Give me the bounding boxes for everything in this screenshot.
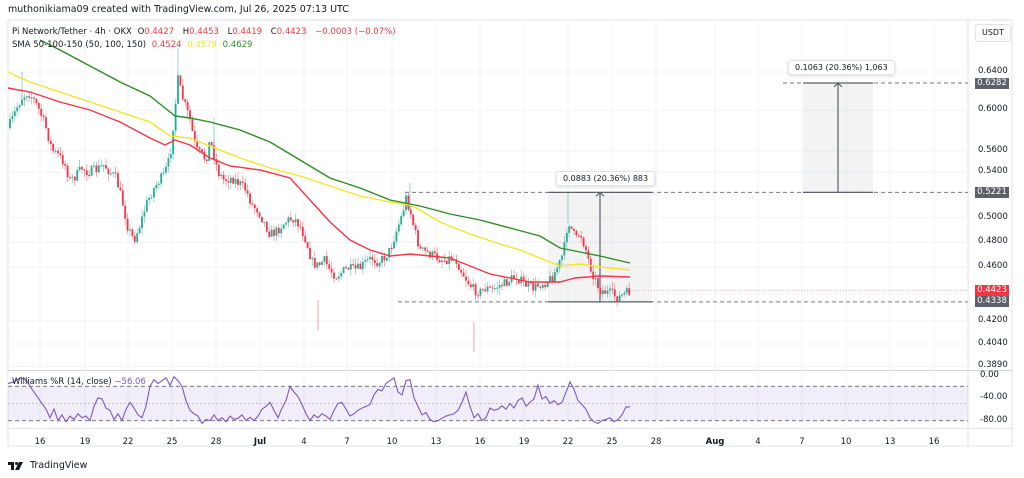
- price-tick-label: 0.5600: [978, 144, 1008, 155]
- measure-price-tag: 0.4338: [975, 296, 1009, 308]
- symbol-title: Pi Network/Tether · 4h · OKX: [12, 27, 132, 37]
- time-tick-label: 25: [606, 437, 618, 447]
- price-change: −0.0003 (−0.07%): [315, 27, 396, 37]
- price-tick-label: 0.4040: [978, 337, 1008, 348]
- time-tick-label: 22: [122, 437, 134, 447]
- tradingview-brand: TradingView: [30, 460, 88, 471]
- time-tick-label: 7: [344, 437, 350, 447]
- time-tick-label: 16: [474, 437, 486, 447]
- time-tick-label: 10: [386, 437, 398, 447]
- sma100-value: 0.4579: [187, 40, 217, 50]
- time-tick-label: 16: [34, 437, 46, 447]
- williams-r-legend[interactable]: Williams %R (14, close) −56.06: [12, 377, 146, 387]
- tradingview-logo[interactable]: TradingView: [8, 460, 87, 471]
- time-tick-label: 19: [518, 437, 530, 447]
- price-tick-label: 0.5000: [978, 211, 1008, 222]
- price-tick-label: 0.5400: [978, 166, 1008, 177]
- price-tick-label: 0.3890: [978, 360, 1008, 371]
- price-tick-label: 0.6400: [978, 66, 1008, 76]
- open-value: 0.4427: [144, 27, 175, 37]
- chart-credit: muthonikiama09 created with TradingView.…: [8, 4, 349, 15]
- price-tick-label: 0.4800: [978, 236, 1008, 247]
- time-tick-label: 13: [884, 437, 896, 447]
- price-tick-label: 0.6000: [978, 104, 1008, 115]
- time-tick-label: 10: [840, 437, 852, 447]
- time-tick-label: 16: [928, 437, 940, 447]
- ohlc-open: O0.4427: [138, 27, 177, 37]
- time-tick-label: 13: [430, 437, 442, 447]
- measure-label-2: 0.1063 (20.36%) 1,063: [788, 60, 895, 75]
- low-value: 0.4419: [232, 27, 263, 37]
- price-tick-label: 0.4600: [978, 261, 1008, 272]
- time-tick-label: 19: [79, 437, 91, 447]
- time-tick-label: 7: [799, 437, 805, 447]
- sma50-value: 0.4524: [151, 40, 182, 50]
- oscillator-tick-label: -40.00: [980, 391, 1008, 402]
- measure-label-1: 0.0883 (20.36%) 883: [556, 171, 656, 186]
- ohlc-close: C0.4423: [271, 27, 310, 37]
- high-value: 0.4453: [189, 27, 219, 37]
- sma-title: SMA 50-100-150 (50, 100, 150): [12, 40, 147, 50]
- price-tick-label: 0.4200: [978, 315, 1008, 325]
- currency-button[interactable]: USDT: [975, 24, 1011, 42]
- ohlc-high: H0.4453: [183, 27, 222, 37]
- sma150-value: 0.4629: [222, 40, 253, 50]
- time-tick-label: 22: [562, 437, 574, 447]
- oscillator-tick-label: 0.00: [980, 370, 999, 380]
- open-label: O: [137, 27, 145, 37]
- williams-r-title: Williams %R (14, close): [12, 377, 112, 387]
- oscillator-tick-label: -80.00: [980, 414, 1008, 425]
- time-tick-label: 28: [650, 437, 662, 447]
- high-label: H: [182, 27, 190, 37]
- time-tick-label: 25: [166, 437, 178, 447]
- ohlc-low: L0.4419: [228, 27, 266, 37]
- time-tick-label: 4: [301, 437, 307, 447]
- measure-price-tag: 0.6282: [975, 77, 1009, 89]
- measure-price-tag: 0.5221: [975, 186, 1009, 198]
- close-label: C: [270, 27, 277, 37]
- last-price-tag: 0.4423: [975, 284, 1009, 296]
- close-value: 0.4423: [276, 27, 307, 37]
- tradingview-logo-icon: [8, 461, 23, 470]
- sma-legend[interactable]: SMA 50-100-150 (50, 100, 150) 0.4524 0.4…: [12, 40, 255, 50]
- williams-r-value: −56.06: [114, 377, 146, 387]
- time-tick-label: 4: [755, 437, 761, 447]
- time-tick-label: Jul: [253, 437, 267, 447]
- low-label: L: [227, 27, 233, 37]
- time-tick-label: 28: [210, 437, 222, 447]
- time-tick-label: Aug: [705, 437, 725, 447]
- symbol-legend[interactable]: Pi Network/Tether · 4h · OKX O0.4427 H0.…: [12, 27, 399, 37]
